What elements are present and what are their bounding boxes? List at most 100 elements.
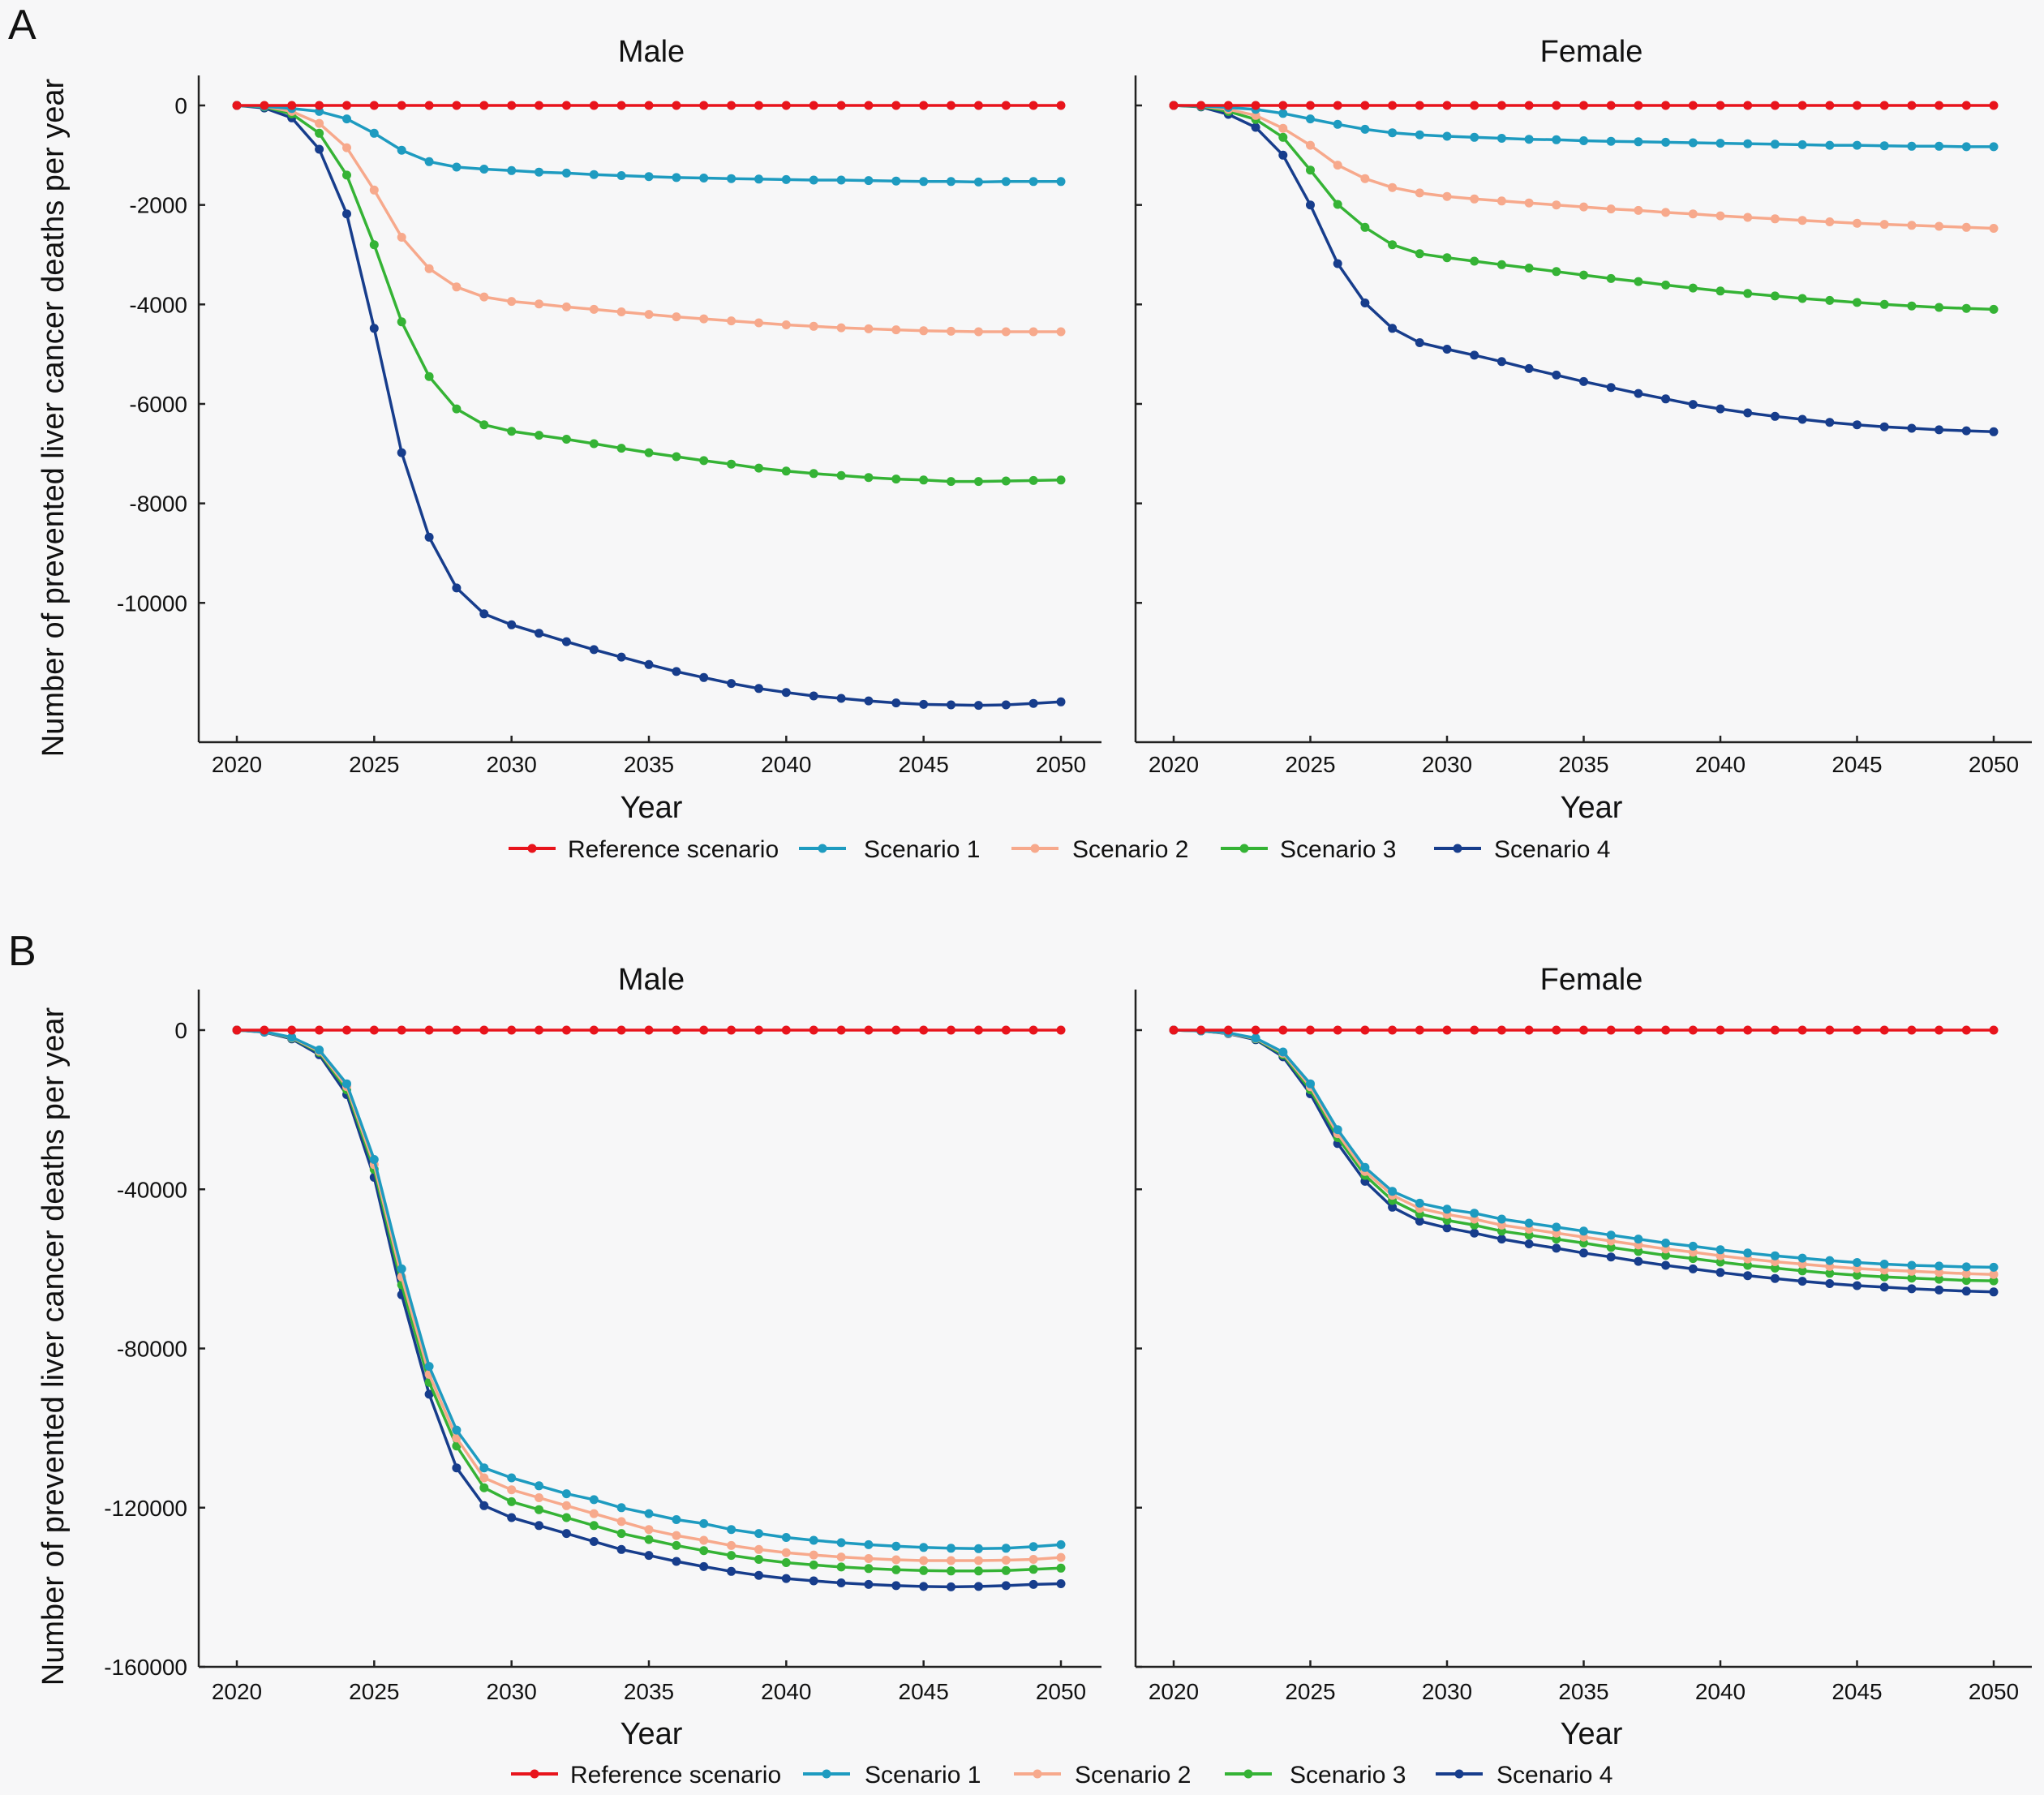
data-point [535,101,543,110]
y-tick-label: -6000 [129,392,187,417]
data-point [1360,1162,1370,1172]
data-point [561,435,571,444]
data-point [1661,394,1671,404]
legend-item: Scenario 2 [1014,1762,1191,1789]
data-point [644,1025,654,1035]
data-point [1961,426,1971,436]
data-point [1797,1266,1807,1276]
data-point [727,101,736,110]
data-point [589,304,599,314]
x-tick-label: 2035 [624,752,674,777]
data-point [535,1481,543,1491]
data-point [919,177,929,187]
x-tick-label: 2040 [1695,752,1746,777]
series-line [236,1028,1062,1589]
legend-swatch-marker [1454,1769,1464,1779]
data-point [424,101,434,110]
data-point [1716,211,1725,221]
data-point [864,1539,874,1549]
data-point [1770,411,1780,421]
data-point [1688,400,1698,410]
data-point [424,264,434,273]
data-point [1770,101,1780,110]
data-point [891,1581,901,1591]
y-tick-label: -10000 [117,590,187,616]
data-point [973,1566,983,1576]
data-point [1388,240,1398,250]
data-point [1688,101,1698,110]
data-point [1934,1025,1944,1035]
data-point [1306,101,1315,110]
data-point [947,1556,955,1565]
data-point [507,297,517,307]
y-tick-label: -4000 [129,292,187,317]
data-point [1028,475,1038,485]
data-point [397,1025,406,1035]
data-point [535,629,543,638]
data-point [1360,124,1370,134]
legend-swatch-marker [1453,844,1462,853]
data-point [1360,298,1370,307]
data-point [1056,1579,1066,1588]
data-point [561,1513,571,1522]
data-point [1879,1260,1889,1269]
data-point [644,1551,654,1561]
data-point [754,174,763,184]
subplot-female: Female 2020 2025 2030 2035 2040 2045 2050 Year [1134,963,2032,1751]
data-point [1934,141,1944,151]
data-point [1770,1263,1780,1273]
data-point [919,699,929,709]
series-reference-scenario [232,1025,1066,1035]
data-point [397,145,406,155]
data-point [1688,1241,1698,1251]
data-point [452,1433,462,1443]
data-point [1743,1271,1753,1281]
data-point [1442,253,1452,263]
data-point [1934,101,1944,110]
series-scenario-3 [232,1025,1066,1576]
y-tick-label: -120000 [104,1496,187,1521]
legend-swatch-marker [1030,844,1040,853]
data-point [1688,283,1698,293]
legend: Reference scenario Scenario 1 Scenario 2 Sc… [509,836,1610,863]
data-point [1552,370,1561,380]
legend-label: Scenario 1 [865,1762,981,1789]
data-point [616,101,626,110]
data-point [1989,1269,1999,1279]
data-point [781,466,791,476]
y-axis-label: Number of prevented liver cancer deaths … [36,1007,71,1685]
data-point [1661,280,1671,290]
data-point [947,1544,955,1553]
data-point [864,1554,874,1563]
data-point [1552,101,1561,110]
data-point [1196,101,1206,110]
data-point [836,1552,846,1562]
data-point [1661,1251,1671,1260]
data-point [754,1025,763,1035]
data-point [1716,1257,1725,1267]
data-point [1825,1269,1835,1278]
series-line [236,104,1062,483]
data-point [1333,1025,1342,1035]
data-point [1579,376,1588,386]
data-point [1907,1260,1917,1270]
data-point [1770,1273,1780,1283]
data-point [561,1529,571,1539]
data-point [919,1543,929,1552]
data-point [1442,345,1452,354]
data-point [1634,277,1643,286]
data-point [1879,1025,1889,1035]
data-point [535,1025,543,1035]
data-point [1524,1218,1534,1228]
data-point [1770,214,1780,224]
data-point [1552,135,1561,144]
data-point [616,1517,626,1527]
data-point [369,101,379,110]
data-point [507,1025,517,1035]
data-point [1907,423,1917,433]
data-point [947,1025,955,1035]
data-point [1251,1033,1260,1043]
data-point [1797,1277,1807,1286]
data-point [561,1025,571,1035]
data-point [1770,140,1780,149]
